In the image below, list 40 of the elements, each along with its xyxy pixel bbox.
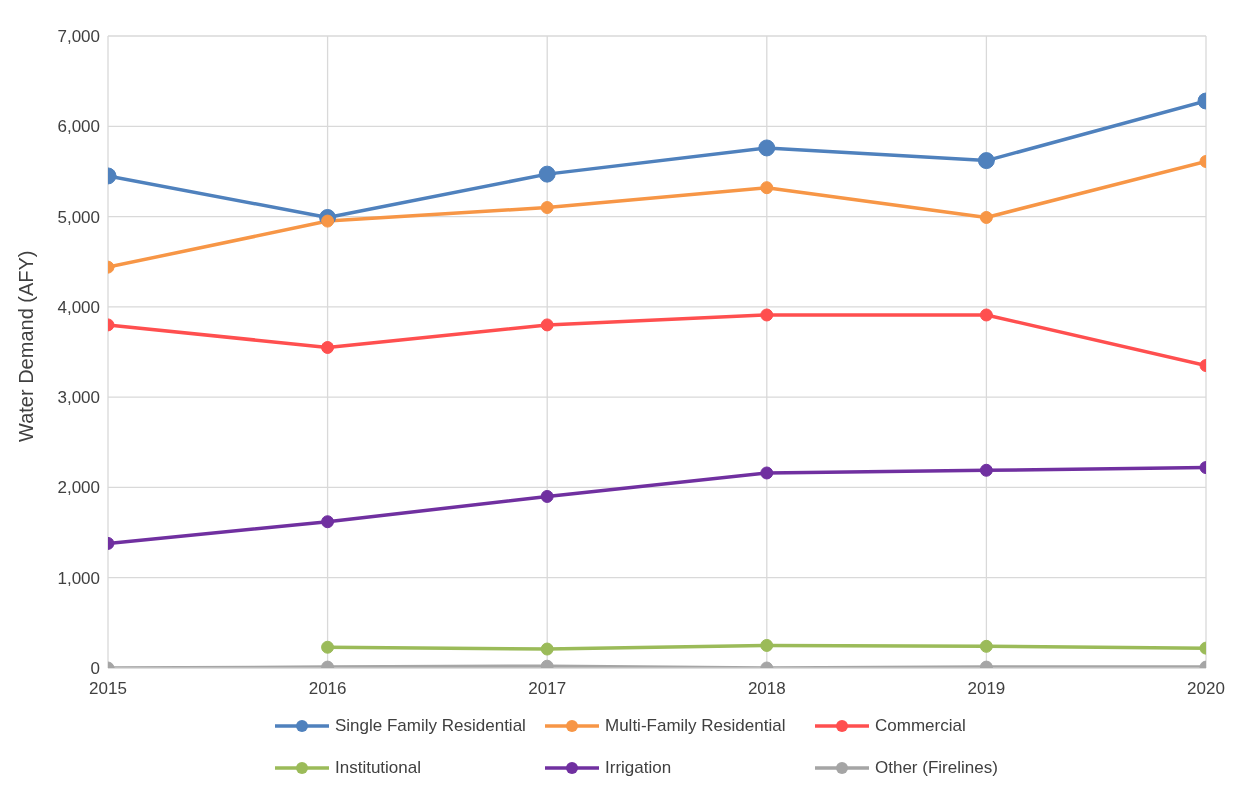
point <box>540 201 554 215</box>
x-tick-label: 2018 <box>747 679 786 699</box>
x-tick-label: 2016 <box>308 679 347 699</box>
point <box>760 308 774 322</box>
legend-label: Single Family Residential <box>335 716 526 736</box>
y-tick-label: 3,000 <box>57 388 100 408</box>
point <box>321 214 335 228</box>
point <box>979 463 993 477</box>
x-tick-label: 2017 <box>528 679 567 699</box>
x-tick-label: 2020 <box>1187 679 1225 699</box>
point <box>321 515 335 529</box>
y-tick-label: 6,000 <box>57 117 100 137</box>
y-axis-title: Water Demand (AFY) <box>15 250 38 442</box>
point <box>758 139 776 157</box>
y-tick-label: 4,000 <box>57 297 100 317</box>
y-tick-label: 0 <box>90 659 100 679</box>
point <box>760 466 774 480</box>
point <box>538 165 556 183</box>
y-tick-label: 2,000 <box>57 478 100 498</box>
x-tick-label: 2019 <box>967 679 1006 699</box>
y-tick-label: 1,000 <box>57 568 100 588</box>
legend-label: Commercial <box>875 716 966 736</box>
legend-label: Other (Firelines) <box>875 758 998 778</box>
point <box>979 308 993 322</box>
y-tick-label: 5,000 <box>57 207 100 227</box>
point <box>321 640 335 654</box>
point <box>321 340 335 354</box>
legend-label: Irrigation <box>605 758 672 778</box>
point <box>979 210 993 224</box>
point <box>979 639 993 653</box>
point <box>540 489 554 503</box>
x-tick-label: 2015 <box>89 679 127 699</box>
point <box>540 318 554 332</box>
point <box>540 642 554 656</box>
point <box>760 638 774 652</box>
point <box>760 181 774 195</box>
legend-label: Multi-Family Residential <box>605 716 786 736</box>
point <box>977 152 995 170</box>
y-tick-label: 7,000 <box>57 27 100 47</box>
legend-label: Institutional <box>335 758 421 778</box>
